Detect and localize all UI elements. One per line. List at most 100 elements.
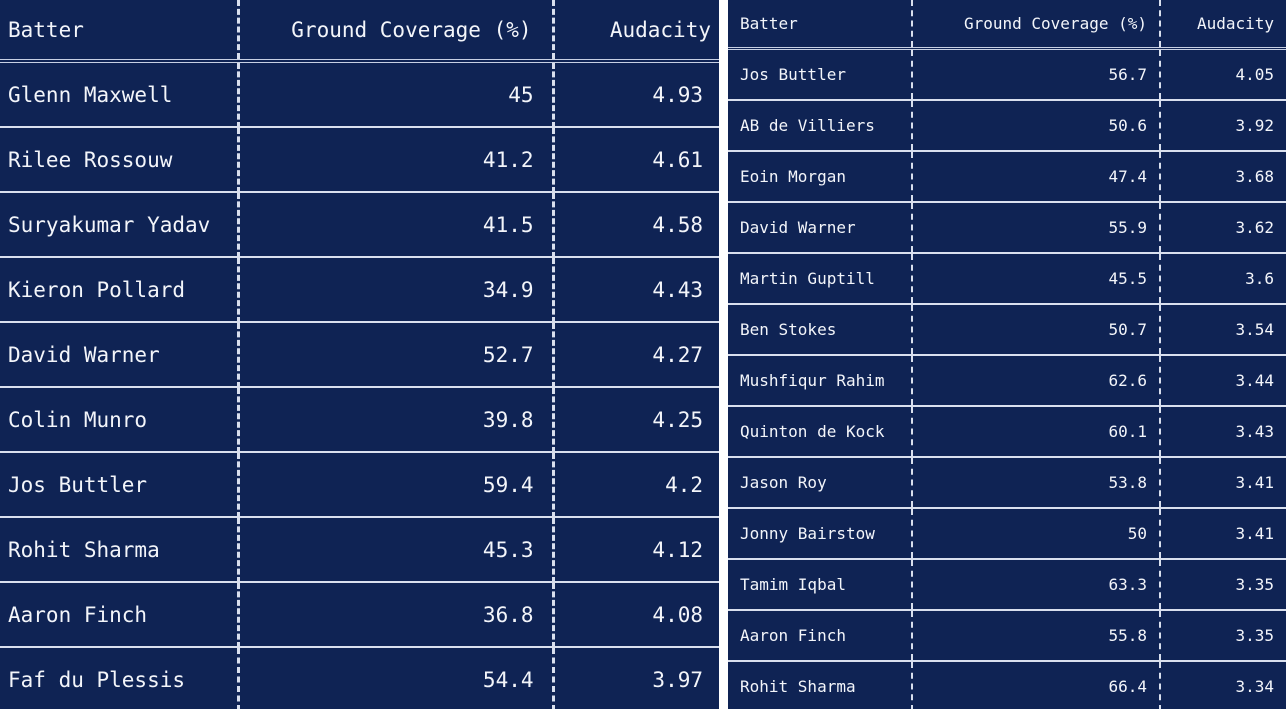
table-row[interactable]: Aaron Finch 55.8 3.35 [728, 610, 1286, 662]
cell-ground-coverage: 45.5 [912, 253, 1161, 305]
cell-batter: Tamim Iqbal [728, 559, 913, 611]
cell-audacity: 3.62 [1160, 202, 1286, 254]
cell-ground-coverage: 52.7 [238, 322, 555, 388]
table-header-row: Batter Ground Coverage (%) Audacity [728, 0, 1286, 50]
cell-audacity: 3.97 [652, 667, 703, 692]
cell-batter: Eoin Morgan [728, 151, 913, 203]
table-row[interactable]: Rohit Sharma 66.4 3.34 [728, 661, 1286, 709]
cell-ground-coverage: 53.8 [912, 457, 1161, 509]
left-table-panel: Batter Ground Coverage (%) Audacity Glen… [0, 0, 719, 709]
cell-audacity: 3.6 [1160, 253, 1286, 305]
cell-batter: Quinton de Kock [728, 406, 913, 458]
cell-batter: Rohit Sharma [0, 517, 240, 583]
cell-ground-coverage: 41.5 [238, 192, 555, 258]
table-row[interactable]: Quinton de Kock 60.1 3.43 [728, 406, 1286, 458]
column-header-ground-coverage[interactable]: Ground Coverage (%) [238, 0, 555, 63]
column-header-audacity[interactable]: Audacity [1160, 0, 1286, 50]
cell-ground-coverage: 62.6 [912, 355, 1161, 407]
cell-audacity: 4.2 [553, 452, 719, 518]
table-row[interactable]: Eoin Morgan 47.4 3.68 [728, 151, 1286, 203]
column-header-audacity[interactable]: Audacity [553, 0, 719, 63]
cell-audacity: 4.27 [553, 322, 719, 388]
table-row[interactable]: Mushfiqur Rahim 62.6 3.44 [728, 355, 1286, 407]
cell-ground-coverage: 50.6 [912, 100, 1161, 152]
cell-audacity: 3.54 [1160, 304, 1286, 356]
cell-batter: Martin Guptill [728, 253, 913, 305]
cell-ground-coverage: 47.4 [912, 151, 1161, 203]
left-batter-table: Batter Ground Coverage (%) Audacity Glen… [0, 0, 719, 709]
cell-ground-coverage: 41.2 [238, 127, 555, 193]
table-row[interactable]: Aaron Finch 36.8 4.08 [0, 582, 719, 648]
cell-batter: Jonny Bairstow [728, 508, 913, 560]
cell-ground-coverage: 63.3 [912, 559, 1161, 611]
cell-batter: Suryakumar Yadav [0, 192, 240, 258]
table-row[interactable]: Tamim Iqbal 63.3 3.35 [728, 559, 1286, 611]
table-row[interactable]: Martin Guptill 45.5 3.6 [728, 253, 1286, 305]
cell-batter: Jos Buttler [0, 452, 240, 518]
column-header-ground-coverage[interactable]: Ground Coverage (%) [912, 0, 1161, 50]
cell-audacity: 3.41 [1160, 457, 1286, 509]
cell-audacity: 3.34 [1235, 677, 1274, 696]
cell-ground-coverage: 56.7 [912, 48, 1161, 101]
table-header-row: Batter Ground Coverage (%) Audacity [0, 0, 719, 63]
table-row[interactable]: AB de Villiers 50.6 3.92 [728, 100, 1286, 152]
cell-audacity: 4.12 [553, 517, 719, 583]
table-row[interactable]: Rohit Sharma 45.3 4.12 [0, 517, 719, 583]
cell-batter: Aaron Finch [0, 582, 240, 648]
column-header-batter[interactable]: Batter [728, 0, 913, 50]
table-row[interactable]: Suryakumar Yadav 41.5 4.58 [0, 192, 719, 258]
table-row[interactable]: David Warner 55.9 3.62 [728, 202, 1286, 254]
cell-ground-coverage: 50 [912, 508, 1161, 560]
cell-audacity: 3.35 [1160, 610, 1286, 662]
cell-ground-coverage: 55.9 [912, 202, 1161, 254]
cell-audacity: 3.44 [1160, 355, 1286, 407]
column-header-batter[interactable]: Batter [0, 0, 240, 63]
table-row[interactable]: David Warner 52.7 4.27 [0, 322, 719, 388]
table-row[interactable]: Faf du Plessis 54.4 3.97 [0, 647, 719, 709]
cell-batter: Colin Munro [0, 387, 240, 453]
cell-audacity: 3.35 [1160, 559, 1286, 611]
cell-batter: Jason Roy [728, 457, 913, 509]
right-batter-table: Batter Ground Coverage (%) Audacity Jos … [728, 0, 1286, 709]
cell-batter: Ben Stokes [728, 304, 913, 356]
cell-audacity: 4.61 [553, 127, 719, 193]
right-table-panel: Batter Ground Coverage (%) Audacity Jos … [728, 0, 1286, 709]
cell-audacity: 4.58 [553, 192, 719, 258]
cell-audacity: 3.92 [1160, 100, 1286, 152]
cell-ground-coverage: 59.4 [238, 452, 555, 518]
cell-audacity: 3.68 [1160, 151, 1286, 203]
cell-ground-coverage: 60.1 [912, 406, 1161, 458]
cell-batter: Mushfiqur Rahim [728, 355, 913, 407]
cell-audacity: 3.41 [1160, 508, 1286, 560]
table-row[interactable]: Rilee Rossouw 41.2 4.61 [0, 127, 719, 193]
table-row[interactable]: Jos Buttler 59.4 4.2 [0, 452, 719, 518]
cell-batter: Glenn Maxwell [0, 61, 240, 128]
table-row[interactable]: Ben Stokes 50.7 3.54 [728, 304, 1286, 356]
cell-ground-coverage: 45 [238, 61, 555, 128]
cell-audacity: 4.93 [553, 61, 719, 128]
table-row[interactable]: Kieron Pollard 34.9 4.43 [0, 257, 719, 323]
cell-ground-coverage: 39.8 [238, 387, 555, 453]
table-row[interactable]: Glenn Maxwell 45 4.93 [0, 61, 719, 128]
cell-ground-coverage: 50.7 [912, 304, 1161, 356]
cell-batter: Rilee Rossouw [0, 127, 240, 193]
cell-batter: Rohit Sharma [728, 661, 913, 709]
cell-ground-coverage: 45.3 [238, 517, 555, 583]
cell-audacity: 3.43 [1160, 406, 1286, 458]
cell-ground-coverage: 36.8 [238, 582, 555, 648]
cell-batter: Jos Buttler [728, 48, 913, 101]
table-row[interactable]: Jos Buttler 56.7 4.05 [728, 48, 1286, 101]
cell-batter: Faf du Plessis [0, 647, 240, 709]
cell-ground-coverage: 54.4 [238, 647, 555, 709]
cell-audacity: 4.08 [553, 582, 719, 648]
cell-batter: Kieron Pollard [0, 257, 240, 323]
table-row[interactable]: Colin Munro 39.8 4.25 [0, 387, 719, 453]
cell-batter: David Warner [0, 322, 240, 388]
table-row[interactable]: Jason Roy 53.8 3.41 [728, 457, 1286, 509]
cell-batter: David Warner [728, 202, 913, 254]
table-row[interactable]: Jonny Bairstow 50 3.41 [728, 508, 1286, 560]
cell-ground-coverage: 55.8 [912, 610, 1161, 662]
cell-audacity: 4.25 [553, 387, 719, 453]
cell-ground-coverage: 66.4 [912, 661, 1161, 709]
cell-audacity: 4.43 [553, 257, 719, 323]
